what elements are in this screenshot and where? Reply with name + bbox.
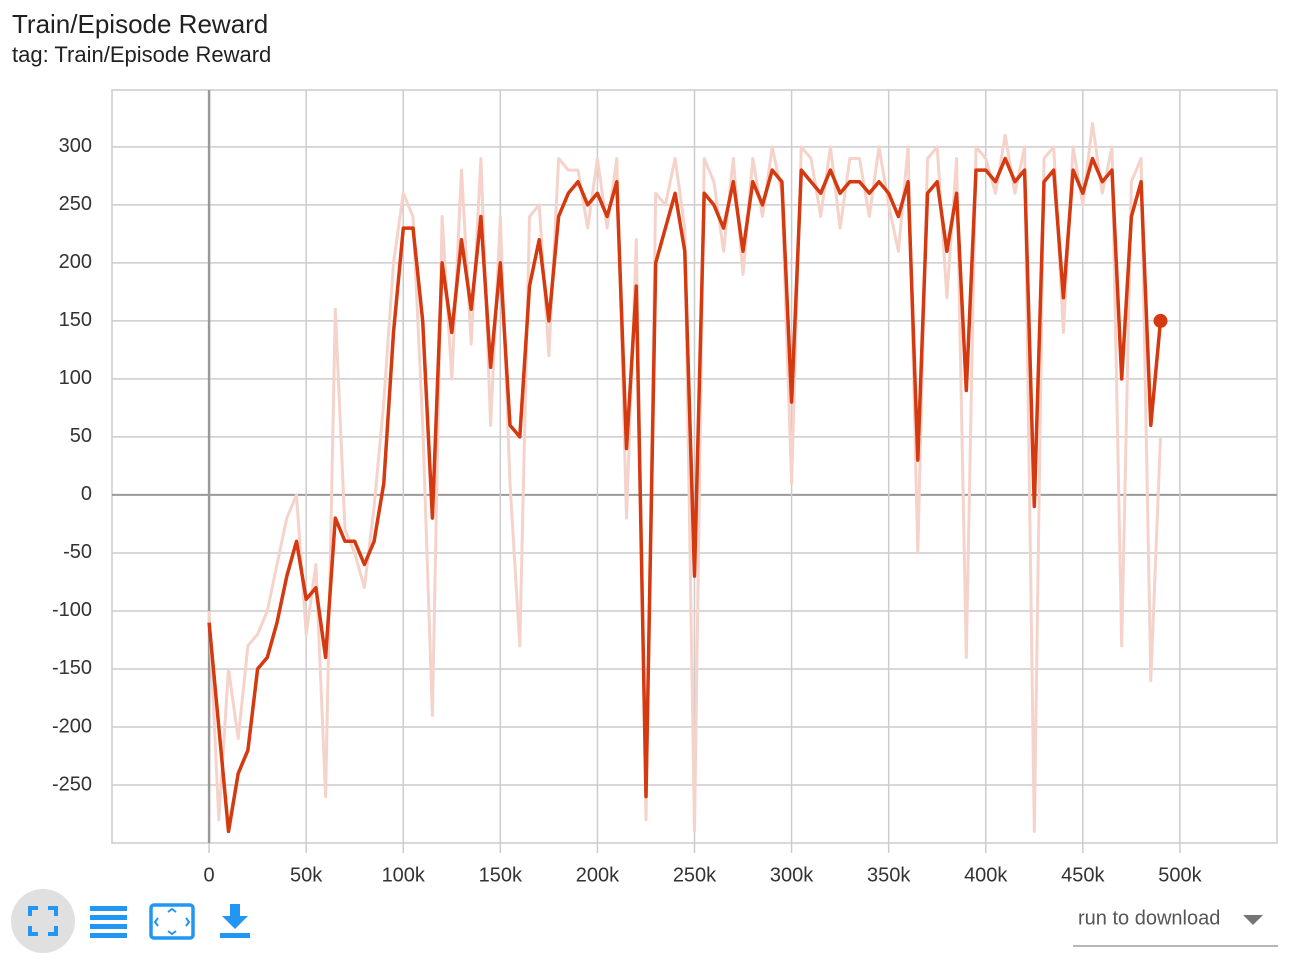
download-button[interactable] (220, 904, 250, 938)
x-tick-label: 450k (1061, 864, 1105, 886)
y-tick-label: 300 (59, 135, 92, 157)
toggle-log-button[interactable] (90, 906, 127, 938)
y-tick-label: -100 (52, 599, 92, 621)
plot-area: -250 -200 -150 -100 -50 0 50 100 150 200 250 300 0 50… (52, 89, 1278, 886)
y-tick-label: 50 (70, 425, 92, 447)
x-tick-label: 150k (479, 864, 523, 886)
series-line (207, 122, 1162, 833)
y-tick-label: 100 (59, 367, 92, 389)
select-label: run to download (1078, 907, 1220, 929)
x-tick-label: 500k (1158, 864, 1202, 886)
y-tick-label: 200 (59, 251, 92, 273)
fit-domain-button[interactable] (149, 903, 195, 940)
chart-title: Train/Episode Reward (12, 9, 268, 39)
x-tick-label: 100k (382, 864, 426, 886)
last-point (1153, 313, 1168, 328)
y-tick-label: -200 (52, 715, 92, 737)
x-tick-label: 250k (673, 864, 717, 886)
y-tick-label: 150 (59, 309, 92, 331)
x-tick-label: 400k (964, 864, 1008, 886)
y-tick-label: 250 (59, 193, 92, 215)
x-tick-label: 0 (204, 864, 215, 886)
x-tick-label: 50k (290, 864, 323, 886)
y-tick-label: -50 (63, 541, 92, 563)
x-tick-label: 300k (770, 864, 814, 886)
y-tick-label: -250 (52, 773, 92, 795)
chart-subtitle: tag: Train/Episode Reward (12, 42, 271, 67)
x-tick-label: 350k (867, 864, 911, 886)
x-tick-label: 200k (576, 864, 620, 886)
series-line (207, 156, 1163, 834)
download-select[interactable]: run to download (1073, 907, 1278, 947)
y-tick-label: 0 (81, 483, 92, 505)
fullscreen-button[interactable] (11, 889, 75, 953)
y-tick-label: -150 (52, 657, 92, 679)
